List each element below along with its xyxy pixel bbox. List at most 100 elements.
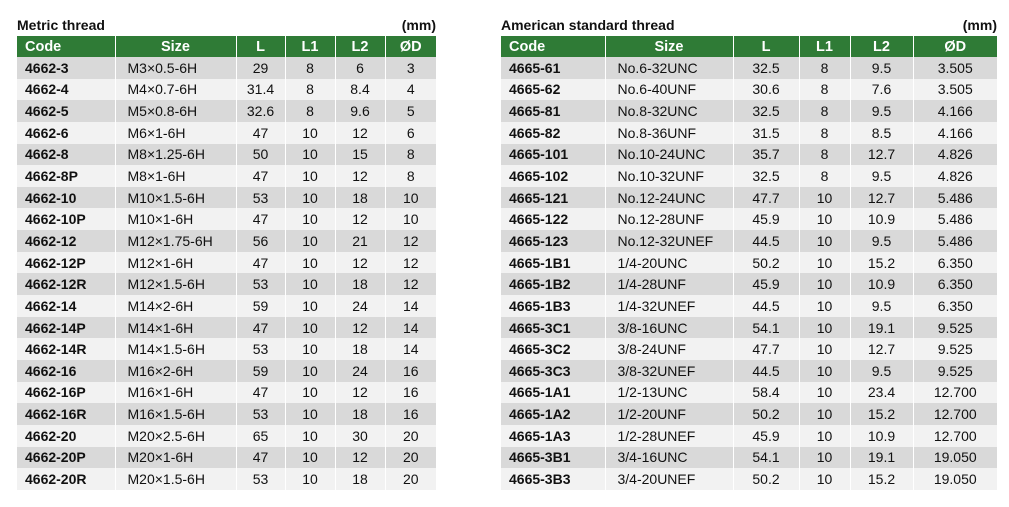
table-cell: 10 <box>798 338 850 360</box>
table-cell: 6 <box>334 57 385 79</box>
table-row: 4662-16 M16×2-6H 59 10 24 16 <box>17 359 436 382</box>
table-row: 4665-123 No.12-32UNEF 44.5 10 9.5 5.486 <box>501 230 997 252</box>
table-cell: 8 <box>798 57 850 79</box>
table-cell: 4662-20 <box>17 424 115 447</box>
table-cell: 8 <box>798 100 850 122</box>
table-cell: 10 <box>798 359 850 382</box>
table-cell: 47.7 <box>732 338 799 360</box>
table-cell: 19.050 <box>912 468 997 490</box>
table-cell: 12 <box>334 316 385 339</box>
table-row: 4662-12P M12×1-6H 47 10 12 12 <box>17 251 436 274</box>
table-cell: 12.700 <box>912 403 997 425</box>
table-cell: 6.350 <box>912 295 997 317</box>
table-cell: 9.525 <box>912 338 997 360</box>
table-cell: 4662-14R <box>17 338 115 360</box>
table-cell: 47 <box>235 316 285 339</box>
table-cell: 12.7 <box>849 338 913 360</box>
column-header: L1 <box>284 36 335 57</box>
table-cell: 8 <box>384 165 436 187</box>
table-cell: 10.9 <box>849 208 913 231</box>
table-cell: 10 <box>284 424 335 447</box>
table-cell: 12 <box>334 446 385 469</box>
table-cell: 15.2 <box>849 251 913 274</box>
table-cell: 1/4-32UNEF <box>604 295 733 317</box>
table-row: 4665-1B2 1/4-28UNF 45.9 10 10.9 6.350 <box>501 273 997 296</box>
table-cell: 12 <box>334 208 385 231</box>
table-cell: 4665-3B1 <box>501 446 605 469</box>
table-cell: 47.7 <box>732 186 799 209</box>
table-cell: 4662-10 <box>17 186 115 209</box>
table-cell: 4665-61 <box>501 57 605 79</box>
table-cell: 53 <box>235 186 285 209</box>
table-cell: 10 <box>798 403 850 425</box>
table-cell: 59 <box>235 359 285 382</box>
table-cell: 3/8-24UNF <box>604 338 733 360</box>
table-cell: 8 <box>284 100 335 122</box>
table-cell: 9.5 <box>849 295 913 317</box>
table-cell: M8×1.25-6H <box>114 143 236 166</box>
table-cell: 4662-6 <box>17 121 115 144</box>
table-cell: M14×1.5-6H <box>114 338 236 360</box>
table-cell: 10 <box>284 316 335 339</box>
table-cell: 14 <box>384 338 436 360</box>
table-cell: 8.4 <box>334 78 385 101</box>
table-cell: 10 <box>284 251 335 274</box>
table-cell: 3.505 <box>912 78 997 101</box>
table-cell: 4665-1A3 <box>501 424 605 447</box>
table-cell: 20 <box>384 424 436 447</box>
table-cell: M12×1.5-6H <box>114 273 236 296</box>
table-cell: 44.5 <box>732 295 799 317</box>
table-cell: 20 <box>384 468 436 490</box>
table-cell: 31.5 <box>732 121 799 144</box>
table-cell: No.6-32UNC <box>604 57 733 79</box>
column-header: Code <box>17 36 115 57</box>
table-cell: 3/4-16UNC <box>604 446 733 469</box>
table-row: 4665-62 No.6-40UNF 30.6 8 7.6 3.505 <box>501 78 997 101</box>
table-cell: 10 <box>798 424 850 447</box>
table-cell: 10 <box>284 338 335 360</box>
table-cell: 4665-1A2 <box>501 403 605 425</box>
table-cell: 12 <box>334 121 385 144</box>
column-header: L2 <box>849 36 913 57</box>
table-cell: 30 <box>334 424 385 447</box>
table-cell: 35.7 <box>732 143 799 166</box>
table-cell: 44.5 <box>732 230 799 252</box>
table-row: 4662-14P M14×1-6H 47 10 12 14 <box>17 316 436 339</box>
table-cell: 4662-5 <box>17 100 115 122</box>
table-row: 4662-10P M10×1-6H 47 10 12 10 <box>17 208 436 231</box>
table-cell: 16 <box>384 381 436 404</box>
table-cell: 12 <box>334 381 385 404</box>
table-cell: 15.2 <box>849 468 913 490</box>
table-cell: 8 <box>284 57 335 79</box>
table-cell: 4665-1B2 <box>501 273 605 296</box>
table-cell: 10 <box>284 208 335 231</box>
table-cell: 58.4 <box>732 381 799 404</box>
column-header: L <box>235 36 285 57</box>
table-cell: 12 <box>384 251 436 274</box>
table-cell: 4.826 <box>912 165 997 187</box>
table-cell: 29 <box>235 57 285 79</box>
table-cell: 4.826 <box>912 143 997 166</box>
metric-thread-section: Metric thread (mm) Code Size L L1 L2 ØD 4662-3 M… <box>17 15 436 490</box>
table-cell: 16 <box>384 359 436 382</box>
table-cell: 10 <box>384 208 436 231</box>
table-cell: 4662-8 <box>17 143 115 166</box>
table-row: 4662-3 M3×0.5-6H 29 8 6 3 <box>17 57 436 79</box>
table-cell: 53 <box>235 468 285 490</box>
table-cell: 10 <box>798 208 850 231</box>
table-row: 4662-20P M20×1-6H 47 10 12 20 <box>17 446 436 469</box>
table-cell: 4662-12R <box>17 273 115 296</box>
table-cell: 4665-62 <box>501 78 605 101</box>
table-cell: 18 <box>334 338 385 360</box>
column-header: Size <box>604 36 733 57</box>
header-row: Code Size L L1 L2 ØD <box>501 36 997 57</box>
column-header: Code <box>501 36 605 57</box>
table-cell: M20×2.5-6H <box>114 424 236 447</box>
table-cell: 50 <box>235 143 285 166</box>
table-cell: No.8-36UNF <box>604 121 733 144</box>
table-cell: 19.050 <box>912 446 997 469</box>
table-cell: 53 <box>235 403 285 425</box>
table-cell: 1/4-20UNC <box>604 251 733 274</box>
table-row: 4662-20R M20×1.5-6H 53 10 18 20 <box>17 468 436 490</box>
table-cell: 4665-1B1 <box>501 251 605 274</box>
